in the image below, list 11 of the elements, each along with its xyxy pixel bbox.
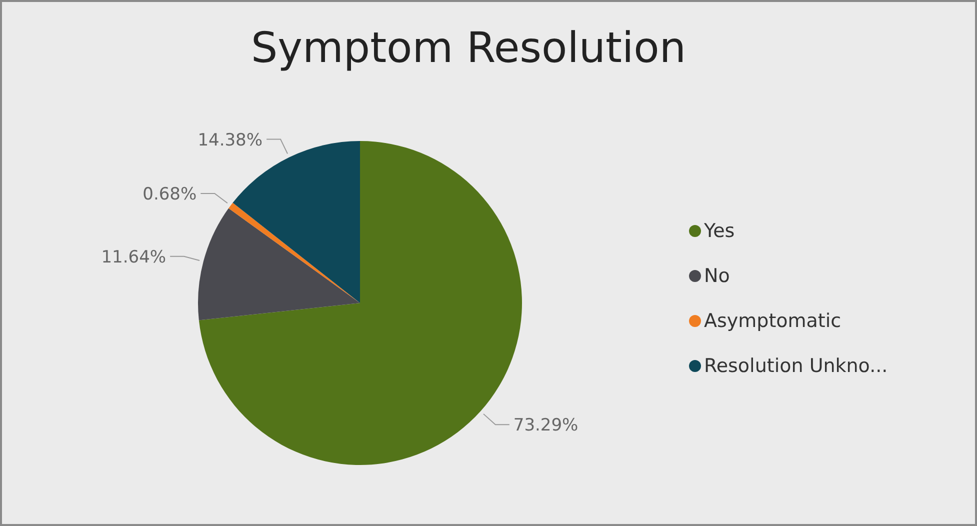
- data-label: 11.64%: [101, 247, 166, 268]
- data-label: 73.29%: [513, 416, 578, 436]
- pie-slice: [228, 202, 360, 303]
- legend-label: No: [704, 265, 730, 287]
- data-label: 0.68%: [142, 184, 197, 204]
- legend-label: Yes: [703, 220, 735, 242]
- legend-label: Asymptomatic: [704, 310, 842, 332]
- data-label: 14.38%: [198, 130, 263, 150]
- pie-slice: [198, 208, 360, 320]
- legend-label: Resolution Unkno...: [704, 355, 888, 377]
- chart-title: Symptom Resolution: [251, 23, 686, 72]
